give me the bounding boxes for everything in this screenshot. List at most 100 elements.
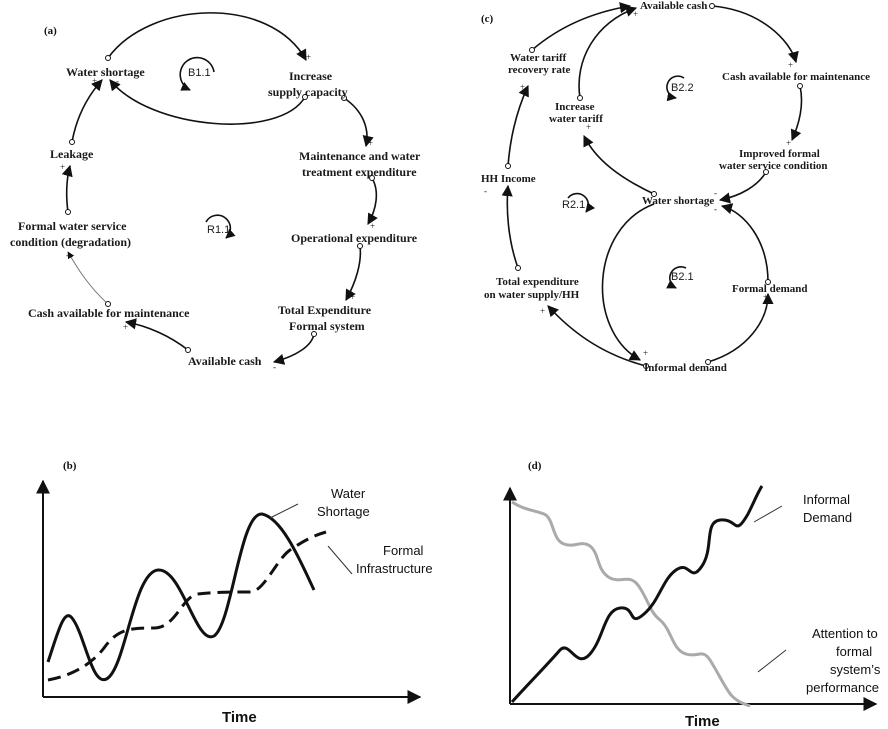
arrow-increase-to-shortage [109,79,306,125]
link-origin-dot [302,94,308,100]
arrow-totalexp-to-income [501,184,519,269]
link-origin-dot [515,265,521,271]
arrow-income-to-recovery [507,84,529,167]
node-cash-maintenance: Cash available for maintenance [28,306,190,320]
node-formal-condition-line2: condition (degradation) [10,235,131,249]
loop-label-r21: R2.1 [562,199,585,211]
link-origin-dot [341,95,347,101]
leader-informal-demand [753,505,783,523]
panel-b-x-axis-title: Time [222,709,257,726]
link-origin-dot [651,191,657,197]
arrow-informal-to-formal [707,292,774,363]
link-origin-dot [69,139,75,145]
node-increase-tariff: Increase [555,101,595,113]
arrow-informal-to-totalexp [547,305,647,367]
curve-informal-demand [510,485,764,704]
polarity-sign: + [370,221,375,231]
arrow-operational-to-total [345,245,362,301]
arrow-recovery-to-cash [531,2,632,51]
loop-indicator-b11 [179,56,215,91]
panel-b-behavior-graph: (b) Water Shortage Formal Infrastructure… [36,460,433,726]
arrow-tariff-to-cash [578,6,638,99]
node-improved-condition-line2: water service condition [719,160,828,172]
link-origin-dot [797,83,803,89]
polarity-sign: + [763,292,768,302]
polarity-sign: - [714,204,717,214]
node-improved-condition: Improved formal [739,148,820,160]
node-tariff-recovery: Water tariff [510,52,567,64]
node-available-cash: Available cash [188,354,262,368]
legend-attention-line2: formal [836,644,872,659]
node-water-shortage: Water shortage [642,195,714,207]
polarity-sign: + [643,348,648,358]
link-origin-dot [505,163,511,169]
loop-indicator-b22 [666,75,685,102]
polarity-sign: + [350,292,355,302]
node-formal-condition: Formal water service [18,219,127,233]
arrow-condition-to-leakage [61,164,73,213]
panel-c-tag: (c) [481,13,494,25]
polarity-sign: + [520,82,525,92]
link-origin-dot [577,95,583,101]
panel-c-causal-loop: (c) Available cash Cash available for ma… [481,0,870,374]
node-leakage: Leakage [50,147,94,161]
node-increase-supply: Increase [289,69,333,83]
link-origin-dot [369,175,375,181]
arrow-maintcash-to-improved [790,85,803,142]
polarity-sign: + [92,76,97,86]
polarity-sign: + [786,138,791,148]
polarity-sign: - [116,76,119,86]
loop-indicator-r11 [205,214,236,239]
panel-a-causal-loop: (a) Water shortage Increase supply capac… [10,12,421,372]
node-total-expenditure-line2: on water supply/HH [484,289,580,301]
node-formal-demand: Formal demand [732,283,807,295]
node-hh-income: HH Income [481,173,536,185]
loop-label-b11: B1.1 [188,67,211,79]
legend-informal-demand: Informal [803,492,850,507]
link-origin-dot [311,331,317,337]
node-available-cash: Available cash [640,0,707,12]
arrow-cash-to-maintcash [124,318,189,351]
arrow-shortage-to-informal [601,203,655,361]
node-total-expenditure-line2: Formal system [289,319,365,333]
link-origin-dot [709,3,715,9]
panel-b-tag: (b) [63,460,77,472]
arrow-increase-to-maintenance [343,97,374,148]
legend-attention-line3: system’s [830,662,881,677]
polarity-sign: + [123,322,128,332]
node-increase-supply-line2: supply capacity [268,85,348,99]
arrow-shortage-to-increase [107,12,307,61]
loop-label-b22: B2.2 [671,82,694,94]
legend-formal-infrastructure: Formal [383,543,424,558]
node-operational: Operational expenditure [291,231,418,245]
node-increase-tariff-line2: water tariff [549,113,603,125]
link-origin-dot [105,55,111,61]
node-maintenance: Maintenance and water [299,149,421,163]
curve-water-shortage [46,512,316,682]
loop-indicator-b21 [666,266,687,289]
loop-label-r11: R1.1 [207,224,230,236]
arrow-maintcash-to-condition [67,251,109,305]
legend-attention: Attention to [812,626,878,641]
node-maintenance-line2: treatment expenditure [302,165,417,179]
legend-informal-demand-line2: Demand [803,510,852,525]
node-cash-maintenance: Cash available for maintenance [722,71,870,83]
polarity-sign: + [306,52,311,62]
node-informal-demand: Informal demand [644,362,727,374]
link-origin-dot [65,209,71,215]
polarity-sign: - [484,186,487,196]
arrow-maintenance-to-operational [367,177,378,225]
polarity-sign: + [540,306,545,316]
polarity-sign: + [586,122,591,132]
link-origin-dot [529,47,535,53]
polarity-sign: - [714,188,717,198]
curve-attention-formal [511,500,751,708]
panel-a-tag: (a) [44,25,57,37]
legend-water-shortage: Water [331,486,366,501]
node-total-expenditure: Total Expenditure [278,303,372,317]
node-water-shortage: Water shortage [66,65,145,79]
link-origin-dot [357,243,363,249]
loop-indicator-r21 [567,192,596,213]
arrow-leakage-to-shortage [71,79,103,143]
link-origin-dot [185,347,191,353]
